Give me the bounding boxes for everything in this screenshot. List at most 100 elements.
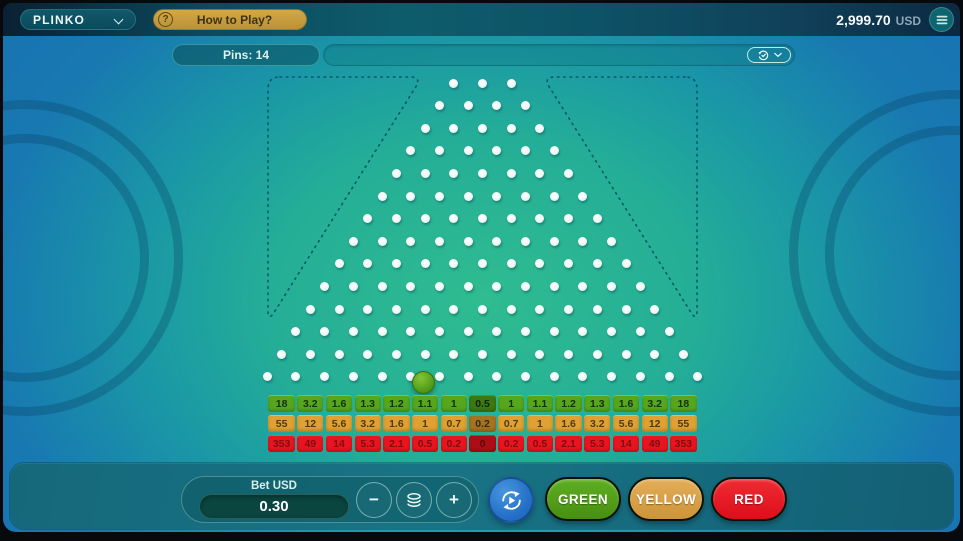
multiplier-cell-yellow: 1.6 [383,415,410,432]
bet-red-button[interactable]: RED [711,477,787,521]
multiplier-cell-yellow: 3.2 [354,415,381,432]
pin [449,304,459,314]
top-bar: PLINKO ? How to Play? 2,999.70 USD [3,3,960,36]
history-icon [757,50,768,60]
game-title: PLINKO [33,12,85,27]
pin [535,259,545,269]
pin [406,282,416,292]
multiplier-cell-red: 0.5 [411,435,439,452]
pin [549,191,559,201]
pin [478,123,487,133]
multiplier-cell-green: 0.5 [469,395,496,412]
pin [621,304,631,314]
menu-button[interactable] [929,7,954,32]
pin [406,236,416,246]
chevron-down-icon [114,15,123,24]
pin [406,327,416,337]
multiplier-cell-green: 1.2 [383,395,410,412]
multiplier-cell-yellow: 55 [670,415,697,432]
multiplier-cell-red: 2.1 [383,435,410,452]
control-bar: Bet USD − + [10,463,953,529]
multiplier-cell-red: 0.2 [498,435,525,452]
multiplier-cell-red: 14 [612,435,640,452]
autoplay-button[interactable] [488,477,534,523]
multiplier-cell-yellow: 0.2 [469,415,496,432]
pin [564,214,574,224]
pin [262,372,272,382]
pin [650,349,660,359]
pin [277,349,287,359]
question-icon: ? [158,12,173,27]
multiplier-cell-green: 1.3 [584,395,611,412]
pin [492,282,502,292]
pin [320,282,330,292]
pin [463,236,473,246]
stacked-coins-icon [407,492,421,507]
pin [549,236,559,246]
pin [434,101,444,111]
bet-yellow-button[interactable]: YELLOW [628,477,704,521]
decrease-bet-button[interactable]: − [356,481,392,518]
bet-green-button[interactable]: GREEN [545,477,621,521]
pin [377,191,387,201]
pin [607,327,617,337]
pin [391,259,401,269]
multiplier-cell-green: 18 [268,395,295,412]
pin [363,304,373,314]
pin [478,304,487,314]
hamburger-icon [936,15,947,24]
pin [348,282,358,292]
pin [521,327,531,337]
multiplier-cell-yellow: 55 [268,415,295,432]
pin [434,191,444,201]
pin [535,304,545,314]
multiplier-cell-red: 2.1 [555,435,582,452]
pin [420,214,430,224]
pin [607,236,617,246]
bet-color-buttons: GREEN YELLOW RED [545,477,787,521]
pin [334,304,344,314]
pin [521,372,531,382]
how-to-play-label: How to Play? [196,12,273,27]
pin [406,372,416,382]
multiplier-cell-green: 1 [498,395,525,412]
pin [506,214,516,224]
pin [678,349,688,359]
game-select-dropdown[interactable]: PLINKO [20,9,136,30]
pin [492,101,502,111]
multiplier-cell-yellow: 0.7 [498,415,525,432]
multiplier-cell-yellow: 12 [297,415,324,432]
history-dropdown-button[interactable] [747,47,791,63]
pin [535,214,545,224]
pin [506,123,516,133]
multiplier-cell-yellow: 1.6 [555,415,582,432]
multiplier-cell-green: 18 [670,395,697,412]
bet-field: Bet USD [196,480,352,519]
pin [420,168,430,178]
pin [420,304,430,314]
multiplier-cell-red: 49 [641,435,668,452]
pin [492,191,502,201]
pin [420,349,430,359]
bet-amount-input[interactable] [199,494,349,519]
increase-bet-button[interactable]: + [436,481,472,518]
pins-count-badge: Pins: 14 [172,44,320,66]
pin [607,282,617,292]
pin [305,349,315,359]
pin [434,146,444,156]
pin [449,168,459,178]
chip-stack-button[interactable] [396,481,432,518]
multiplier-cell-green: 1.6 [325,395,353,412]
multiplier-cell-green: 1.6 [612,395,640,412]
pin [506,304,516,314]
multiplier-cell-green: 1 [440,395,467,412]
pin [621,349,631,359]
multiplier-cell-yellow: 3.2 [584,415,611,432]
pin [478,349,487,359]
pin [535,168,545,178]
pin [463,146,473,156]
balance-amount: 2,999.70 [836,11,891,28]
multiplier-cell-green: 1.1 [411,395,439,412]
multiplier-cell-green: 3.2 [641,395,668,412]
how-to-play-button[interactable]: ? How to Play? [153,9,307,30]
